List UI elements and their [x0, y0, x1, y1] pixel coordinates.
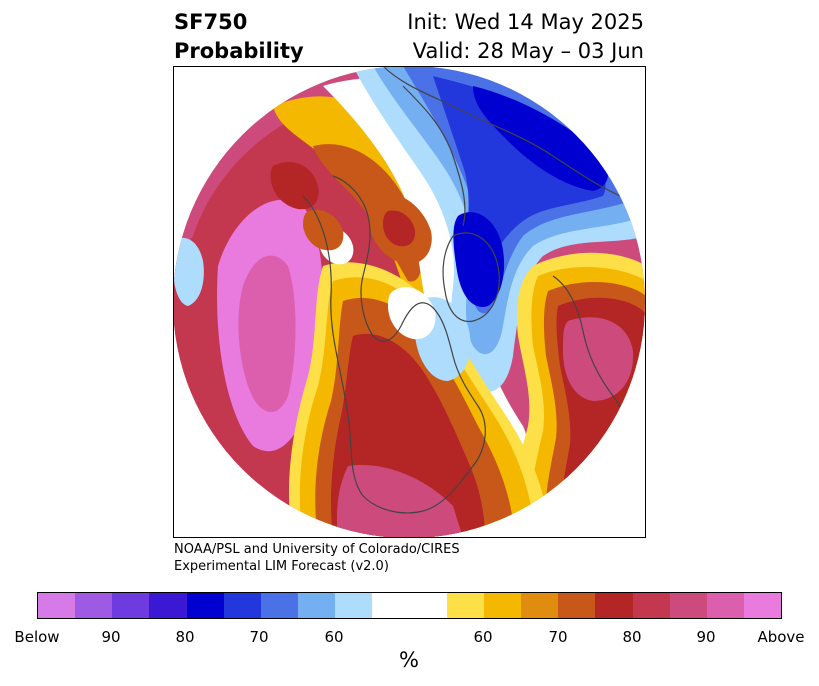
colorbar-tick-label: Below [14, 628, 60, 646]
colorbar-unit: % [399, 648, 419, 672]
colorbar-segment [743, 593, 782, 618]
map-title: SF750 Probability [174, 8, 304, 66]
europe-core [563, 317, 634, 401]
credit-line2: Experimental LIM Forecast (v2.0) [174, 559, 389, 574]
colorbar-tick-label: 90 [696, 628, 716, 646]
valid-date: Valid: 28 May – 03 Jun [412, 39, 644, 63]
colorbar-segment [260, 593, 299, 618]
coastline-north-america [302, 175, 486, 514]
forecast-map [173, 66, 646, 538]
colorbar-segment [521, 593, 559, 618]
colorbar-segment [409, 593, 447, 618]
init-date: Init: Wed 14 May 2025 [407, 10, 644, 34]
title-variable: SF750 [174, 10, 248, 34]
arctic-violet [543, 66, 645, 126]
colorbar-tick-label: 90 [101, 628, 121, 646]
colorbar-segment [669, 593, 707, 618]
colorbar-tick-label: 80 [622, 628, 642, 646]
coastline-asia-east [402, 85, 466, 227]
colorbar-segment [335, 593, 373, 618]
colorbar-tick-label: 60 [324, 628, 344, 646]
colorbar-tick-label: 70 [249, 628, 269, 646]
west-coast-red [270, 162, 319, 210]
america-magenta [336, 465, 463, 538]
pacific-inner [238, 255, 296, 413]
colorbar-segment [558, 593, 596, 618]
atlantic-navy [453, 212, 505, 307]
colorbar-segment [372, 593, 410, 618]
forecast-dates: Init: Wed 14 May 2025 Valid: 28 May – 03… [407, 8, 644, 66]
credit: NOAA/PSL and University of Colorado/CIRE… [174, 541, 460, 575]
canada-white [388, 287, 436, 340]
colorbar-segment [706, 593, 744, 618]
northern-canada-red [383, 210, 416, 247]
coastline-asia [382, 66, 645, 207]
northwest-blue [173, 237, 204, 306]
credit-line1: NOAA/PSL and University of Colorado/CIRE… [174, 542, 460, 557]
colorbar-segment [632, 593, 670, 618]
map-frame [173, 66, 646, 538]
colorbar-segment [112, 593, 150, 618]
colorbar-segment [298, 593, 336, 618]
colorbar-segment [446, 593, 484, 618]
colorbar-segment [483, 593, 522, 618]
colorbar-tick-label: 60 [473, 628, 493, 646]
colorbar-segment [186, 593, 224, 618]
colorbar-tick-label: 80 [175, 628, 195, 646]
colorbar [37, 592, 782, 619]
title-probability: Probability [174, 39, 304, 63]
colorbar-segment [149, 593, 187, 618]
coastline-greenland [442, 232, 500, 322]
colorbar-segment [595, 593, 633, 618]
colorbar-segment [223, 593, 261, 618]
probability-field [173, 66, 645, 538]
colorbar-tick-label: Above [757, 628, 805, 646]
colorbar-tick-label: 70 [548, 628, 568, 646]
colorbar-segment [38, 593, 76, 618]
colorbar-segment [75, 593, 113, 618]
arctic-navy [473, 86, 608, 191]
